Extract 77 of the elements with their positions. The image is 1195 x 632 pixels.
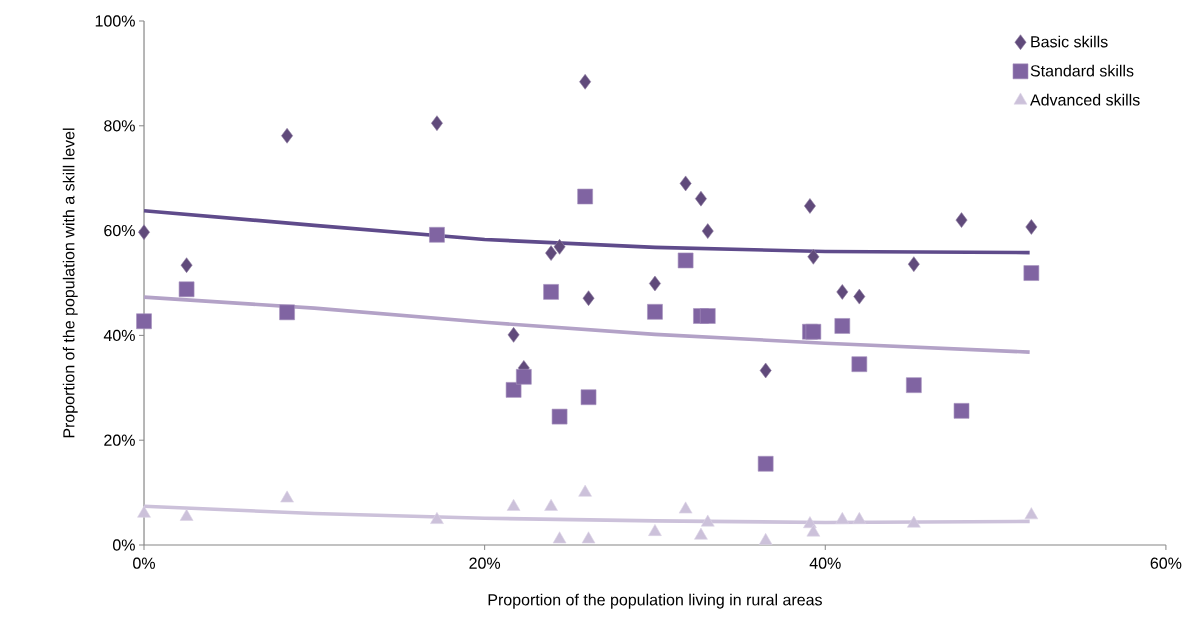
y-tick-label: 20%	[104, 434, 135, 446]
point	[804, 198, 816, 214]
point	[757, 455, 774, 472]
y-axis-title: Proportion of the population with a skill level	[62, 128, 78, 438]
point	[853, 288, 866, 305]
point	[551, 408, 568, 425]
point	[955, 212, 968, 228]
point	[678, 501, 693, 514]
point	[544, 498, 558, 511]
point	[543, 284, 559, 300]
point	[836, 284, 849, 300]
legend-label: Basic skills	[1031, 35, 1108, 48]
point	[516, 368, 532, 385]
y-tick-label: 100%	[95, 15, 135, 27]
point	[806, 524, 821, 537]
point	[577, 188, 593, 205]
point	[280, 490, 294, 503]
line-series	[142, 208, 1032, 255]
x-tick-label: 40%	[809, 557, 841, 569]
point	[578, 484, 592, 497]
point	[429, 226, 445, 243]
point	[545, 245, 557, 261]
point	[647, 304, 663, 320]
y-tick-label: 0%	[112, 539, 135, 551]
point	[553, 239, 566, 255]
y-tick-label: 40%	[103, 329, 135, 342]
point	[907, 256, 920, 272]
point	[505, 382, 522, 398]
point	[579, 73, 592, 90]
point	[1024, 507, 1039, 520]
point	[136, 313, 152, 330]
point	[649, 275, 661, 292]
point	[852, 512, 867, 524]
point	[695, 190, 707, 207]
point	[180, 257, 193, 273]
point	[835, 512, 850, 524]
point	[851, 356, 868, 373]
point	[648, 524, 662, 536]
point	[758, 532, 773, 545]
point	[179, 508, 194, 521]
point	[582, 290, 595, 306]
point	[178, 281, 195, 298]
point	[430, 512, 444, 524]
point	[807, 248, 820, 265]
point	[677, 252, 694, 269]
point	[506, 498, 521, 511]
point	[834, 318, 851, 334]
point	[1025, 219, 1038, 235]
x-tick-label: 20%	[469, 557, 501, 569]
legend-label: Standard skills	[1030, 64, 1134, 77]
point	[699, 308, 716, 324]
x-axis-title: Proportion of the population living in rural areas	[488, 593, 822, 609]
point	[281, 127, 293, 144]
x-tick-label: 0%	[133, 557, 155, 569]
point	[805, 323, 822, 340]
point	[700, 514, 715, 527]
x-tick-label: 60%	[1150, 557, 1182, 569]
point	[679, 175, 692, 192]
point	[906, 377, 922, 393]
y-tick-label: 60%	[104, 224, 135, 237]
legend-label: Advanced skills	[1030, 93, 1140, 106]
point	[759, 362, 772, 379]
point	[431, 115, 443, 131]
point	[694, 527, 708, 540]
point	[907, 515, 921, 528]
y-tick-label: 80%	[104, 120, 135, 132]
point	[138, 224, 150, 240]
point	[137, 505, 151, 518]
point	[580, 389, 597, 406]
point	[1023, 265, 1040, 281]
point	[507, 327, 520, 343]
point	[953, 403, 970, 419]
point	[279, 304, 295, 321]
point	[701, 223, 714, 239]
point	[552, 531, 567, 544]
point	[581, 531, 596, 544]
line-series	[142, 295, 1032, 354]
